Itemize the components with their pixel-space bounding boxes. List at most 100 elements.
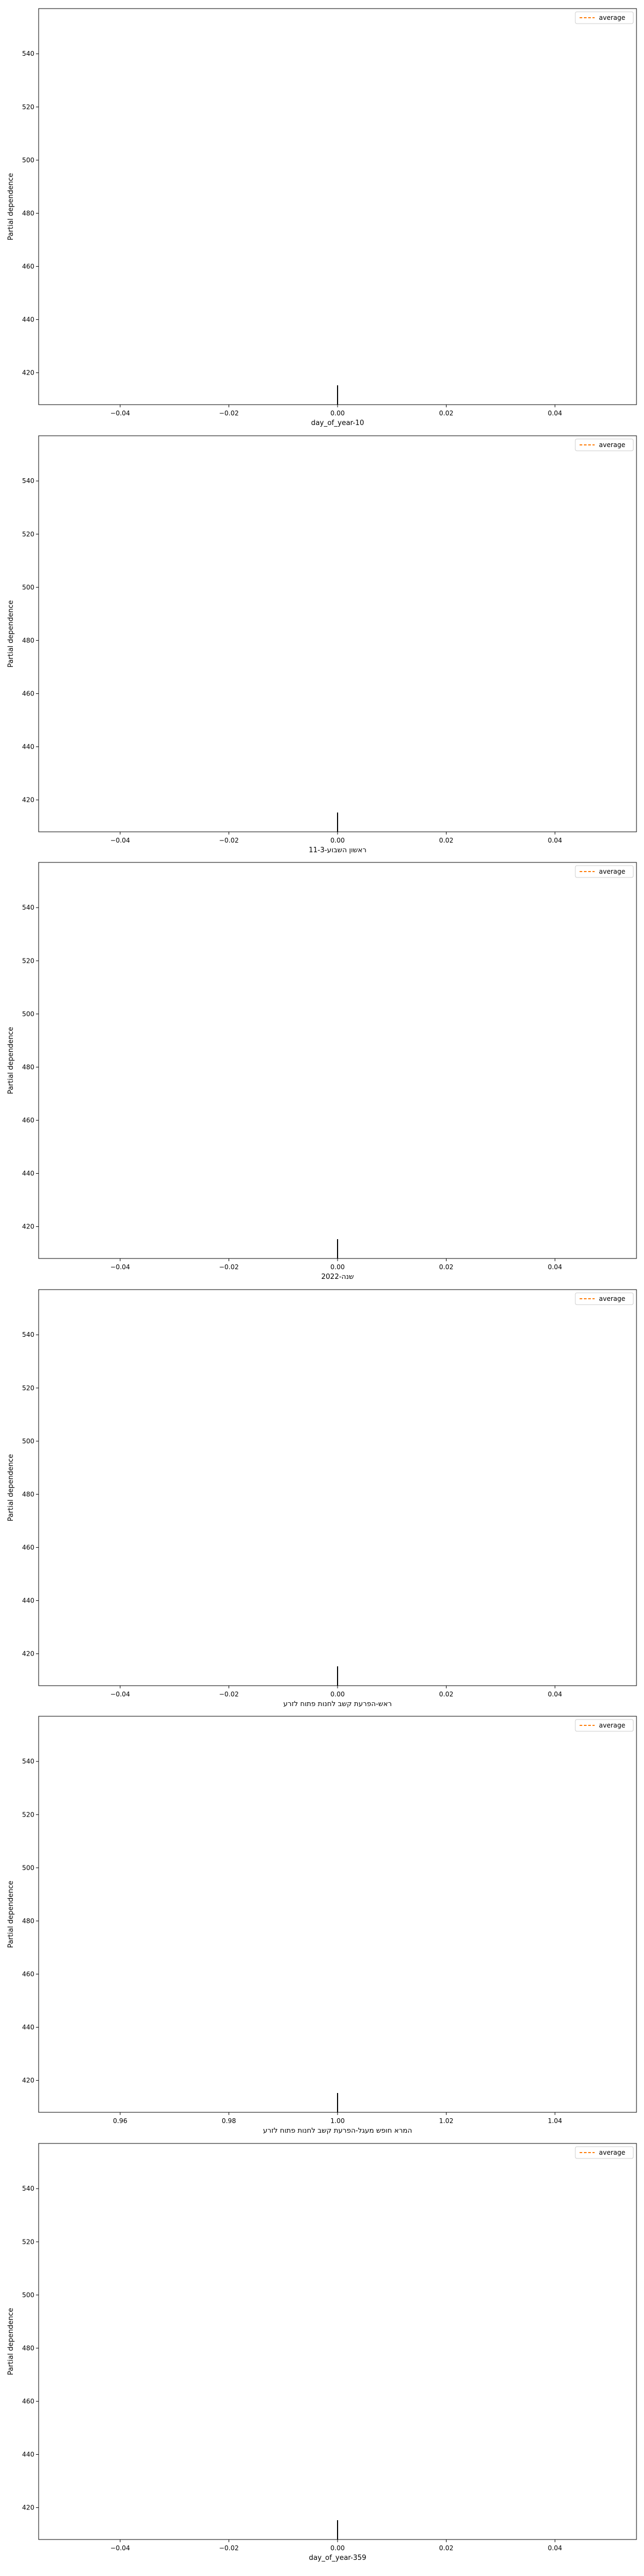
legend-box — [575, 2146, 634, 2159]
y-tick-label: 540 — [22, 2185, 34, 2192]
legend-average-label: average — [599, 441, 625, 449]
x-tick-label: −0.04 — [111, 2544, 130, 2552]
y-tick-label: 500 — [22, 156, 34, 164]
x-axis-label: ראשון השבוע-11-3 — [309, 846, 367, 854]
x-tick-label: 0.00 — [331, 1690, 345, 1698]
legend-average-label: average — [599, 2149, 625, 2156]
x-axis-label: שנה-2022 — [321, 1273, 354, 1281]
x-tick-label: 0.02 — [439, 2544, 453, 2552]
y-tick-label: 520 — [22, 1811, 34, 1818]
y-tick-label: 540 — [22, 904, 34, 911]
y-tick-label: 480 — [22, 2344, 34, 2352]
x-tick-label: −0.02 — [219, 1690, 239, 1698]
x-tick-label: 0.04 — [548, 837, 562, 844]
y-tick-label: 440 — [22, 743, 34, 751]
x-tick-label: 0.00 — [331, 409, 345, 417]
legend: average — [575, 11, 634, 24]
y-axis-label: Partial dependence — [7, 1880, 15, 1948]
x-tick-label: 0.02 — [439, 1263, 453, 1271]
plot-frame — [38, 2143, 637, 2540]
y-tick-label: 420 — [22, 1650, 34, 1658]
legend: average — [575, 865, 634, 878]
x-tick-label: −0.02 — [219, 2544, 239, 2552]
legend-average-label: average — [599, 868, 625, 875]
x-tick-label: 0.00 — [331, 1263, 345, 1271]
x-axis-label: day_of_year-359 — [309, 2554, 366, 2562]
x-tick-label: 0.04 — [548, 409, 562, 417]
x-tick-label: 0.02 — [439, 837, 453, 844]
y-tick-label: 540 — [22, 477, 34, 485]
y-tick-label: 520 — [22, 957, 34, 964]
y-tick-label: 460 — [22, 1116, 34, 1124]
y-tick-label: 460 — [22, 690, 34, 697]
y-tick-label: 520 — [22, 530, 34, 538]
y-tick-label: 480 — [22, 1063, 34, 1071]
x-tick-label: 0.04 — [548, 2544, 562, 2552]
pd-panel-4: −0.04 −0.02 0.00 0.02 0.04 420 440 460 480 500 520… — [7, 1289, 637, 1708]
x-tick-label: 0.02 — [439, 409, 453, 417]
x-axis-label: ראש-הפרעת קשב לחנות פתוח לזרע — [283, 1700, 392, 1708]
y-axis-label: Partial dependence — [7, 2308, 15, 2375]
y-axis-label: Partial dependence — [7, 600, 15, 667]
y-tick-label: 500 — [22, 583, 34, 591]
legend-box — [575, 865, 634, 878]
x-tick-label: 0.96 — [113, 2117, 128, 2125]
y-tick-label: 420 — [22, 2504, 34, 2512]
y-tick-label: 460 — [22, 262, 34, 270]
legend: average — [575, 438, 634, 451]
y-axis-label: Partial dependence — [7, 1454, 15, 1521]
x-tick-label: −0.04 — [111, 409, 130, 417]
x-tick-label: −0.02 — [219, 837, 239, 844]
y-tick-label: 520 — [22, 103, 34, 111]
y-tick-label: 480 — [22, 209, 34, 217]
legend-average-label: average — [599, 14, 625, 21]
y-tick-label: 520 — [22, 2238, 34, 2245]
x-tick-label: 0.00 — [331, 837, 345, 844]
legend: average — [575, 2146, 634, 2159]
x-tick-label: −0.04 — [111, 837, 130, 844]
pd-panel-6: −0.04 −0.02 0.00 0.02 0.04 420 440 460 480 500 520… — [7, 2143, 637, 2562]
plot-frame — [38, 8, 637, 405]
y-tick-label: 480 — [22, 1917, 34, 1924]
pd-panel-1: −0.04 −0.02 0.00 0.02 0.04 420 440 460 480 500 520… — [7, 8, 637, 427]
pd-panel-5: 0.96 0.98 1.00 1.02 1.04 420 440 460 480 500 520 54… — [7, 1716, 637, 2135]
y-tick-label: 540 — [22, 50, 34, 57]
x-tick-label: −0.02 — [219, 409, 239, 417]
y-axis-label: Partial dependence — [7, 1027, 15, 1094]
legend: average — [575, 1292, 634, 1305]
y-tick-label: 460 — [22, 2397, 34, 2405]
y-tick-label: 440 — [22, 316, 34, 324]
y-tick-label: 440 — [22, 1170, 34, 1177]
x-tick-label: 0.04 — [548, 1690, 562, 1698]
plot-frame — [38, 435, 637, 832]
y-tick-label: 440 — [22, 2024, 34, 2031]
pd-panel-2: −0.04 −0.02 0.00 0.02 0.04 420 440 460 480 500 520… — [7, 435, 637, 854]
x-tick-label: −0.04 — [111, 1263, 130, 1271]
y-tick-label: 420 — [22, 796, 34, 804]
y-tick-label: 540 — [22, 1331, 34, 1338]
x-tick-label: 0.00 — [331, 2544, 345, 2552]
y-tick-label: 500 — [22, 1437, 34, 1445]
x-tick-label: 0.02 — [439, 1690, 453, 1698]
pd-panel-3: −0.04 −0.02 0.00 0.02 0.04 420 440 460 480 500 520… — [7, 862, 637, 1281]
plot-frame — [38, 1716, 637, 2113]
y-tick-label: 440 — [22, 1597, 34, 1605]
x-tick-label: 0.04 — [548, 1263, 562, 1271]
x-tick-label: −0.02 — [219, 1263, 239, 1271]
x-tick-label: 1.00 — [331, 2117, 345, 2125]
x-tick-label: 0.98 — [222, 2117, 236, 2125]
y-tick-label: 500 — [22, 1010, 34, 1018]
y-tick-label: 500 — [22, 2291, 34, 2299]
y-axis-label: Partial dependence — [7, 173, 15, 240]
y-tick-label: 460 — [22, 1970, 34, 1978]
x-axis-label: המרא חופש מעגל-הפרעת קשב לחנות פתוח לזרע — [263, 2127, 412, 2135]
y-tick-label: 480 — [22, 1490, 34, 1498]
legend-box — [575, 11, 634, 24]
y-tick-label: 460 — [22, 1543, 34, 1551]
x-tick-label: −0.04 — [111, 1690, 130, 1698]
y-tick-label: 420 — [22, 1223, 34, 1231]
y-tick-label: 540 — [22, 1758, 34, 1765]
y-tick-label: 440 — [22, 2451, 34, 2458]
legend-average-label: average — [599, 1722, 625, 1729]
